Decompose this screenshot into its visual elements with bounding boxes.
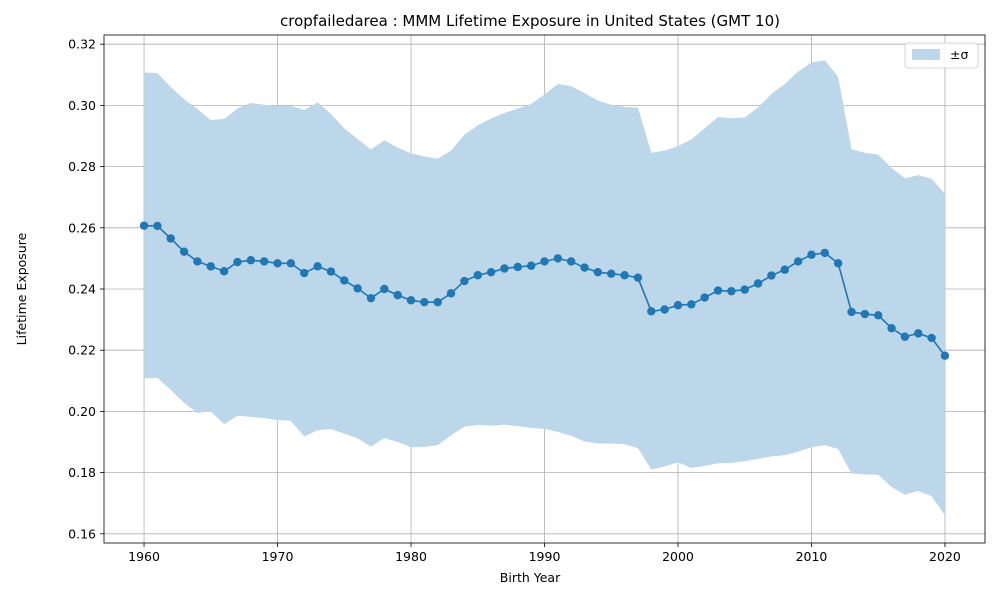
data-point — [660, 305, 669, 314]
y-axis-label: Lifetime Exposure — [14, 232, 29, 345]
data-point — [233, 257, 242, 267]
data-point — [767, 271, 776, 280]
data-point — [300, 268, 309, 278]
data-point — [900, 332, 910, 341]
data-point — [340, 276, 349, 285]
data-point — [647, 307, 656, 316]
data-point — [166, 234, 175, 243]
data-point — [833, 259, 843, 268]
data-point — [567, 257, 576, 266]
data-point — [366, 293, 376, 303]
y-tick-label: 0.26 — [68, 220, 96, 235]
sigma-band-layer — [144, 60, 945, 516]
y-axis-ticks: 0.16 0.18 0.20 0.22 0.24 0.26 0.28 0.30 0.32 — [68, 37, 104, 541]
data-point — [193, 257, 202, 266]
data-point — [673, 301, 683, 310]
x-tick-label: 1990 — [529, 549, 561, 564]
data-point — [874, 311, 883, 320]
data-point — [273, 259, 282, 268]
data-point — [860, 309, 870, 319]
data-point — [780, 265, 789, 274]
data-point — [473, 271, 482, 280]
data-point — [687, 300, 696, 309]
y-tick-label: 0.18 — [68, 465, 96, 480]
data-point — [927, 333, 936, 343]
data-point — [206, 262, 215, 271]
data-point — [620, 271, 629, 280]
data-point — [713, 286, 723, 295]
x-tick-label: 2010 — [796, 549, 828, 564]
y-tick-label: 0.22 — [68, 343, 96, 358]
y-tick-label: 0.28 — [68, 159, 96, 174]
data-point — [326, 267, 336, 276]
data-point — [700, 293, 709, 302]
data-point — [633, 273, 643, 282]
data-point — [460, 276, 469, 286]
data-point — [887, 323, 896, 333]
data-point — [540, 257, 549, 266]
data-point — [420, 297, 429, 307]
legend: ±σ — [904, 42, 979, 69]
y-tick-label: 0.24 — [68, 282, 96, 297]
x-tick-label: 2020 — [929, 549, 961, 564]
x-axis-ticks: 1960 1970 1980 1990 2000 2010 2020 — [128, 543, 961, 564]
data-point — [179, 247, 189, 256]
data-point — [380, 284, 389, 294]
data-point — [139, 221, 149, 230]
data-point — [286, 259, 296, 268]
data-point — [406, 296, 416, 305]
data-point — [807, 250, 816, 259]
y-tick-label: 0.20 — [68, 404, 96, 419]
x-tick-label: 1960 — [128, 549, 160, 564]
data-point — [313, 262, 322, 271]
data-point — [219, 267, 229, 276]
legend-label-sigma: ±σ — [950, 47, 968, 62]
data-point — [513, 262, 522, 272]
y-tick-label: 0.30 — [68, 98, 96, 113]
data-point — [433, 297, 442, 307]
data-point — [820, 248, 830, 258]
data-point — [500, 264, 509, 273]
data-point — [246, 256, 256, 265]
x-tick-label: 1980 — [395, 549, 427, 564]
data-point — [353, 284, 362, 293]
points-layer — [139, 221, 950, 360]
data-point — [259, 257, 269, 266]
data-point — [580, 263, 589, 272]
legend-swatch-sigma — [912, 49, 940, 60]
chart-title: cropfailedarea : MMM Lifetime Exposure i… — [280, 12, 780, 30]
data-point — [727, 286, 736, 296]
data-point — [526, 261, 536, 270]
data-point — [847, 307, 856, 317]
data-point — [593, 267, 603, 277]
data-point — [393, 290, 402, 300]
y-tick-label: 0.16 — [68, 526, 96, 541]
data-point — [607, 269, 616, 278]
data-point — [940, 351, 950, 360]
data-point — [793, 257, 803, 266]
data-point — [740, 285, 749, 294]
data-point — [753, 279, 763, 288]
x-axis-label: Birth Year — [500, 570, 561, 585]
y-tick-label: 0.32 — [68, 37, 96, 52]
sigma-band — [144, 60, 945, 516]
data-point — [486, 267, 496, 277]
data-point — [446, 289, 456, 298]
x-tick-label: 2000 — [662, 549, 694, 564]
data-point — [553, 254, 563, 263]
data-point — [153, 221, 162, 231]
x-tick-label: 1970 — [262, 549, 294, 564]
data-point — [914, 329, 923, 338]
